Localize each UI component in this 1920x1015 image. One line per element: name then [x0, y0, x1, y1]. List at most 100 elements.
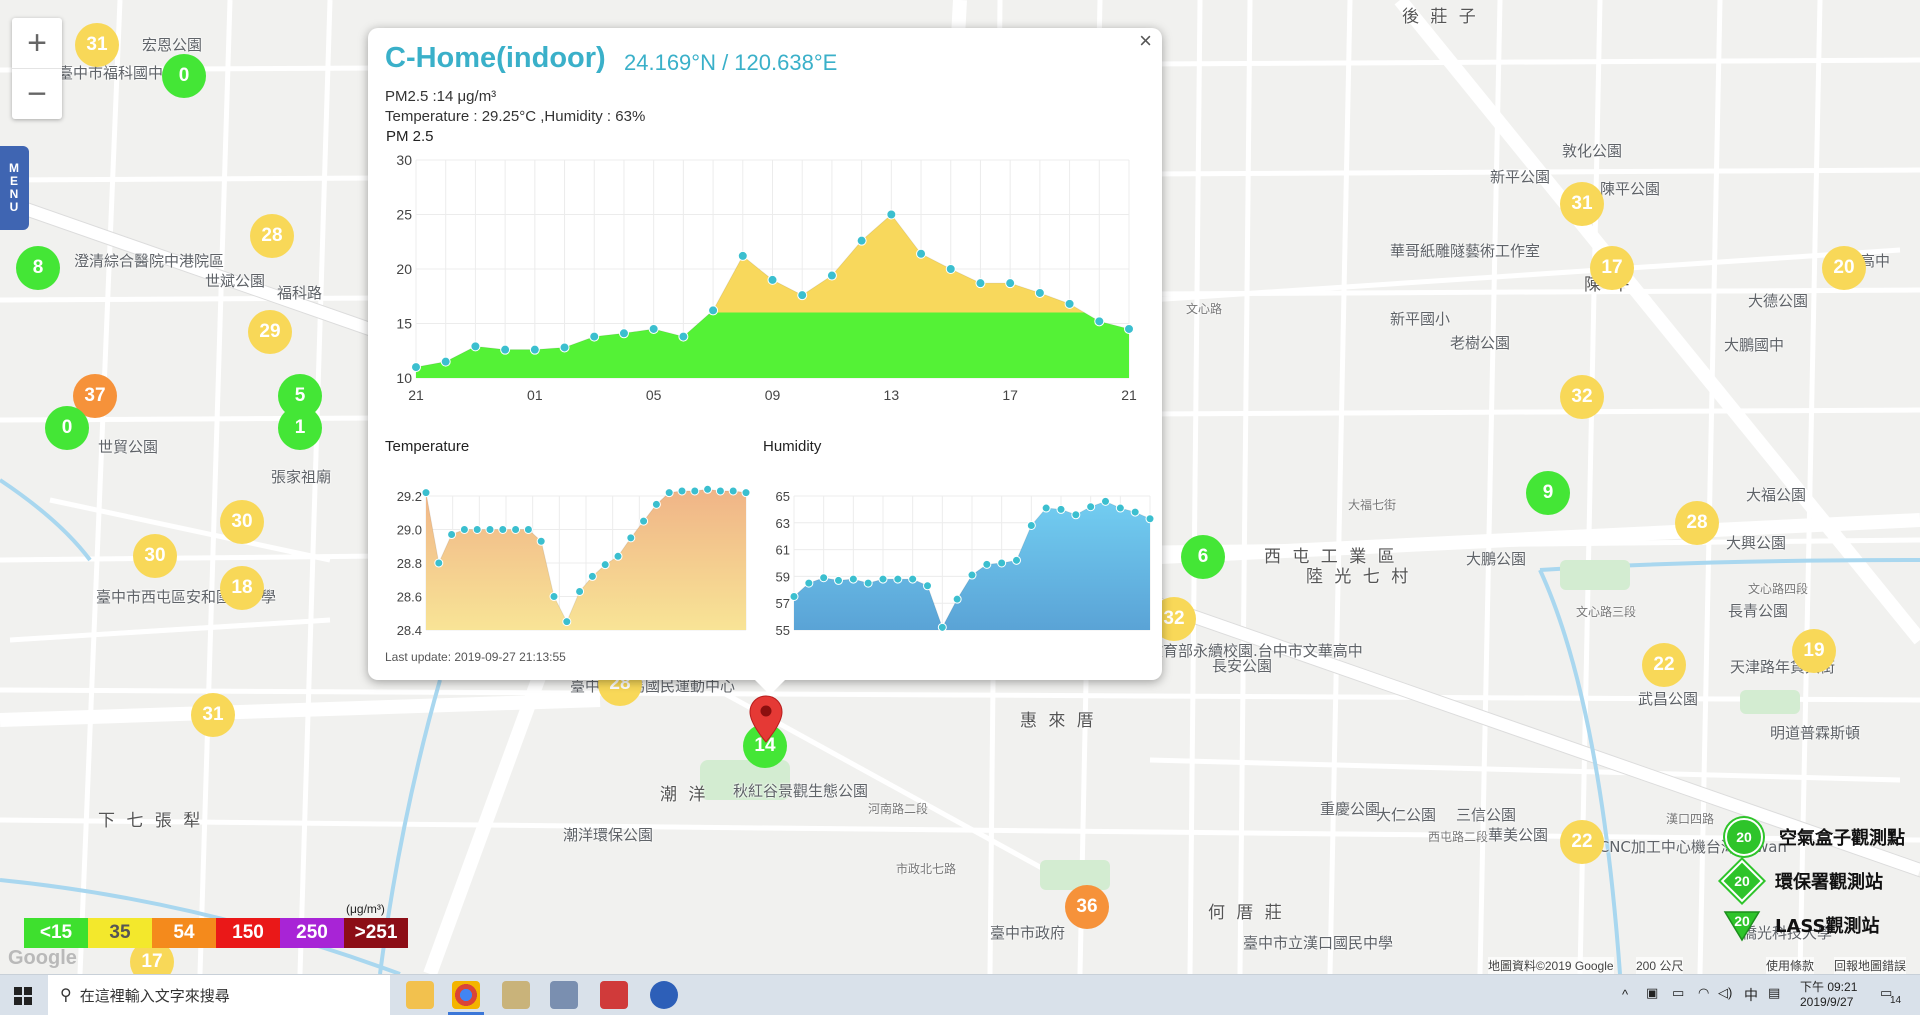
data-point	[1026, 520, 1036, 530]
data-point	[741, 488, 751, 498]
tray-app-icon[interactable]: ▤	[1768, 985, 1781, 1000]
taskbar-date[interactable]: 2019/9/27	[1800, 995, 1854, 1009]
y-tick-label: 57	[776, 596, 790, 611]
station-marker[interactable]: 22	[1642, 643, 1686, 687]
legend-lass[interactable]: 20 LASS觀測站	[1655, 903, 1920, 947]
ime-indicator[interactable]: 中	[1744, 987, 1758, 1003]
station-marker[interactable]: 29	[248, 310, 292, 354]
station-marker[interactable]: 0	[45, 406, 89, 450]
station-marker[interactable]: 32	[1560, 375, 1604, 419]
map-place-label: 大德公園	[1748, 292, 1809, 310]
data-point	[834, 575, 843, 585]
legend-item: <15	[24, 918, 88, 948]
x-tick-label: 09	[765, 387, 781, 403]
menu-button[interactable]: M E N U	[0, 146, 29, 230]
station-marker[interactable]: 18	[220, 566, 264, 610]
zoom-out-button[interactable]: −	[12, 68, 62, 119]
data-point	[626, 533, 636, 543]
close-button[interactable]: ×	[1139, 28, 1152, 53]
station-marker[interactable]: 30	[220, 500, 264, 544]
map-place-label: 明道普霖斯頓	[1770, 724, 1861, 742]
station-marker[interactable]: 31	[1560, 182, 1604, 226]
y-tick-label: 29.2	[397, 489, 422, 504]
y-tick-label: 29.0	[397, 523, 422, 538]
station-marker[interactable]: 31	[75, 23, 119, 67]
pm25-reading: PM2.5 :14 μg/m³	[385, 88, 497, 105]
app-icon[interactable]	[550, 981, 578, 1009]
map-scale: 200 公尺	[1636, 957, 1684, 974]
data-point	[677, 486, 687, 496]
data-point	[511, 525, 521, 534]
map-place-label: 陳平公園	[1600, 180, 1661, 198]
location-pin-icon[interactable]	[748, 694, 784, 744]
map-place-label: 教育部永續校園.台中市文華高中	[1148, 642, 1363, 660]
map-place-label: 大鵬國中	[1724, 336, 1785, 354]
y-tick-label: 55	[776, 623, 790, 638]
zoom-in-button[interactable]: +	[27, 23, 47, 62]
station-marker[interactable]: 28	[1675, 501, 1719, 545]
station-marker[interactable]: 20	[1822, 246, 1866, 290]
notification-icon[interactable]: ▭	[1880, 985, 1893, 1000]
map-place-label: 河南路二段	[868, 802, 929, 816]
x-tick-label: 05	[646, 387, 662, 403]
map-place-label: 世斌公園	[205, 272, 266, 290]
x-tick-label: 21	[408, 387, 424, 403]
map-place-label: 漢口四路	[1666, 812, 1715, 826]
station-marker[interactable]: 31	[191, 693, 235, 737]
airbox-label: 空氣盒子觀測點	[1779, 828, 1905, 849]
data-point	[848, 574, 858, 584]
station-marker[interactable]: 19	[1792, 629, 1836, 673]
data-point	[434, 558, 444, 568]
tray-network-icon[interactable]: ▣	[1646, 985, 1659, 1000]
file-explorer-icon[interactable]	[406, 981, 434, 1009]
popup-tail	[754, 679, 786, 695]
report-error-link[interactable]: 回報地圖錯誤	[1834, 957, 1907, 974]
map-place-label: 新平公園	[1490, 168, 1551, 186]
data-point	[703, 484, 713, 494]
station-marker[interactable]: 1	[278, 406, 322, 450]
map-place-label: 澄清綜合醫院中港院區	[74, 252, 225, 270]
data-point	[440, 356, 451, 367]
tray-chevron-icon[interactable]: ^	[1622, 987, 1629, 1002]
station-marker[interactable]: 8	[16, 246, 60, 290]
data-point	[967, 570, 977, 580]
menu-letter: U	[9, 200, 20, 214]
map-place-label: 臺中市立漢口國民中學	[1243, 934, 1394, 952]
windows-taskbar: ⚲ 在這裡輸入文字來搜尋 ^ ▣ ▭ ◠ ◁) 中 ▤ 下午 09:21 201…	[0, 974, 1920, 1015]
tray-battery-icon[interactable]: ▭	[1672, 985, 1685, 1000]
station-marker[interactable]: 0	[162, 54, 206, 98]
windows-start-icon[interactable]	[14, 987, 32, 1005]
legend-item: 35	[88, 918, 152, 948]
station-marker[interactable]: 30	[133, 534, 177, 578]
taskbar-time[interactable]: 下午 09:21	[1800, 980, 1858, 994]
station-marker[interactable]: 9	[1526, 471, 1570, 515]
legend-item: 250	[280, 918, 344, 948]
taskbar-search-box[interactable]: ⚲ 在這裡輸入文字來搜尋	[48, 975, 390, 1015]
tray-wifi-icon[interactable]: ◠	[1698, 985, 1710, 1000]
station-marker[interactable]: 6	[1181, 535, 1225, 579]
google-logo: Google	[8, 947, 77, 969]
station-type-legend: 20 空氣盒子觀測點 20 環保署觀測站 20 LASS觀測站	[1655, 815, 1920, 947]
data-point	[600, 560, 610, 570]
app-icon[interactable]	[650, 981, 678, 1009]
station-marker[interactable]: 28	[250, 214, 294, 258]
station-marker[interactable]: 36	[1065, 885, 1109, 929]
menu-letter: M	[9, 161, 20, 175]
chrome-icon[interactable]	[452, 981, 480, 1009]
y-tick-label: 59	[776, 569, 790, 584]
legend-airbox[interactable]: 20 空氣盒子觀測點	[1655, 815, 1920, 859]
station-marker[interactable]: 22	[1560, 820, 1604, 864]
y-tick-label: 20	[396, 261, 412, 277]
legend-epa[interactable]: 20 環保署觀測站	[1655, 859, 1920, 903]
app-icon[interactable]	[502, 981, 530, 1009]
station-marker[interactable]: 17	[1590, 246, 1634, 290]
map-place-label: 潮洋環保公園	[563, 826, 654, 844]
app-icon[interactable]	[600, 981, 628, 1009]
terms-link[interactable]: 使用條款	[1766, 957, 1815, 974]
menu-letter: E	[9, 174, 19, 188]
data-point	[1041, 503, 1051, 513]
map-place-label: 惠 來 厝	[1020, 711, 1097, 731]
y-tick-label: 63	[776, 516, 790, 531]
tray-volume-icon[interactable]: ◁)	[1718, 985, 1733, 1000]
epa-label: 環保署觀測站	[1775, 872, 1883, 893]
